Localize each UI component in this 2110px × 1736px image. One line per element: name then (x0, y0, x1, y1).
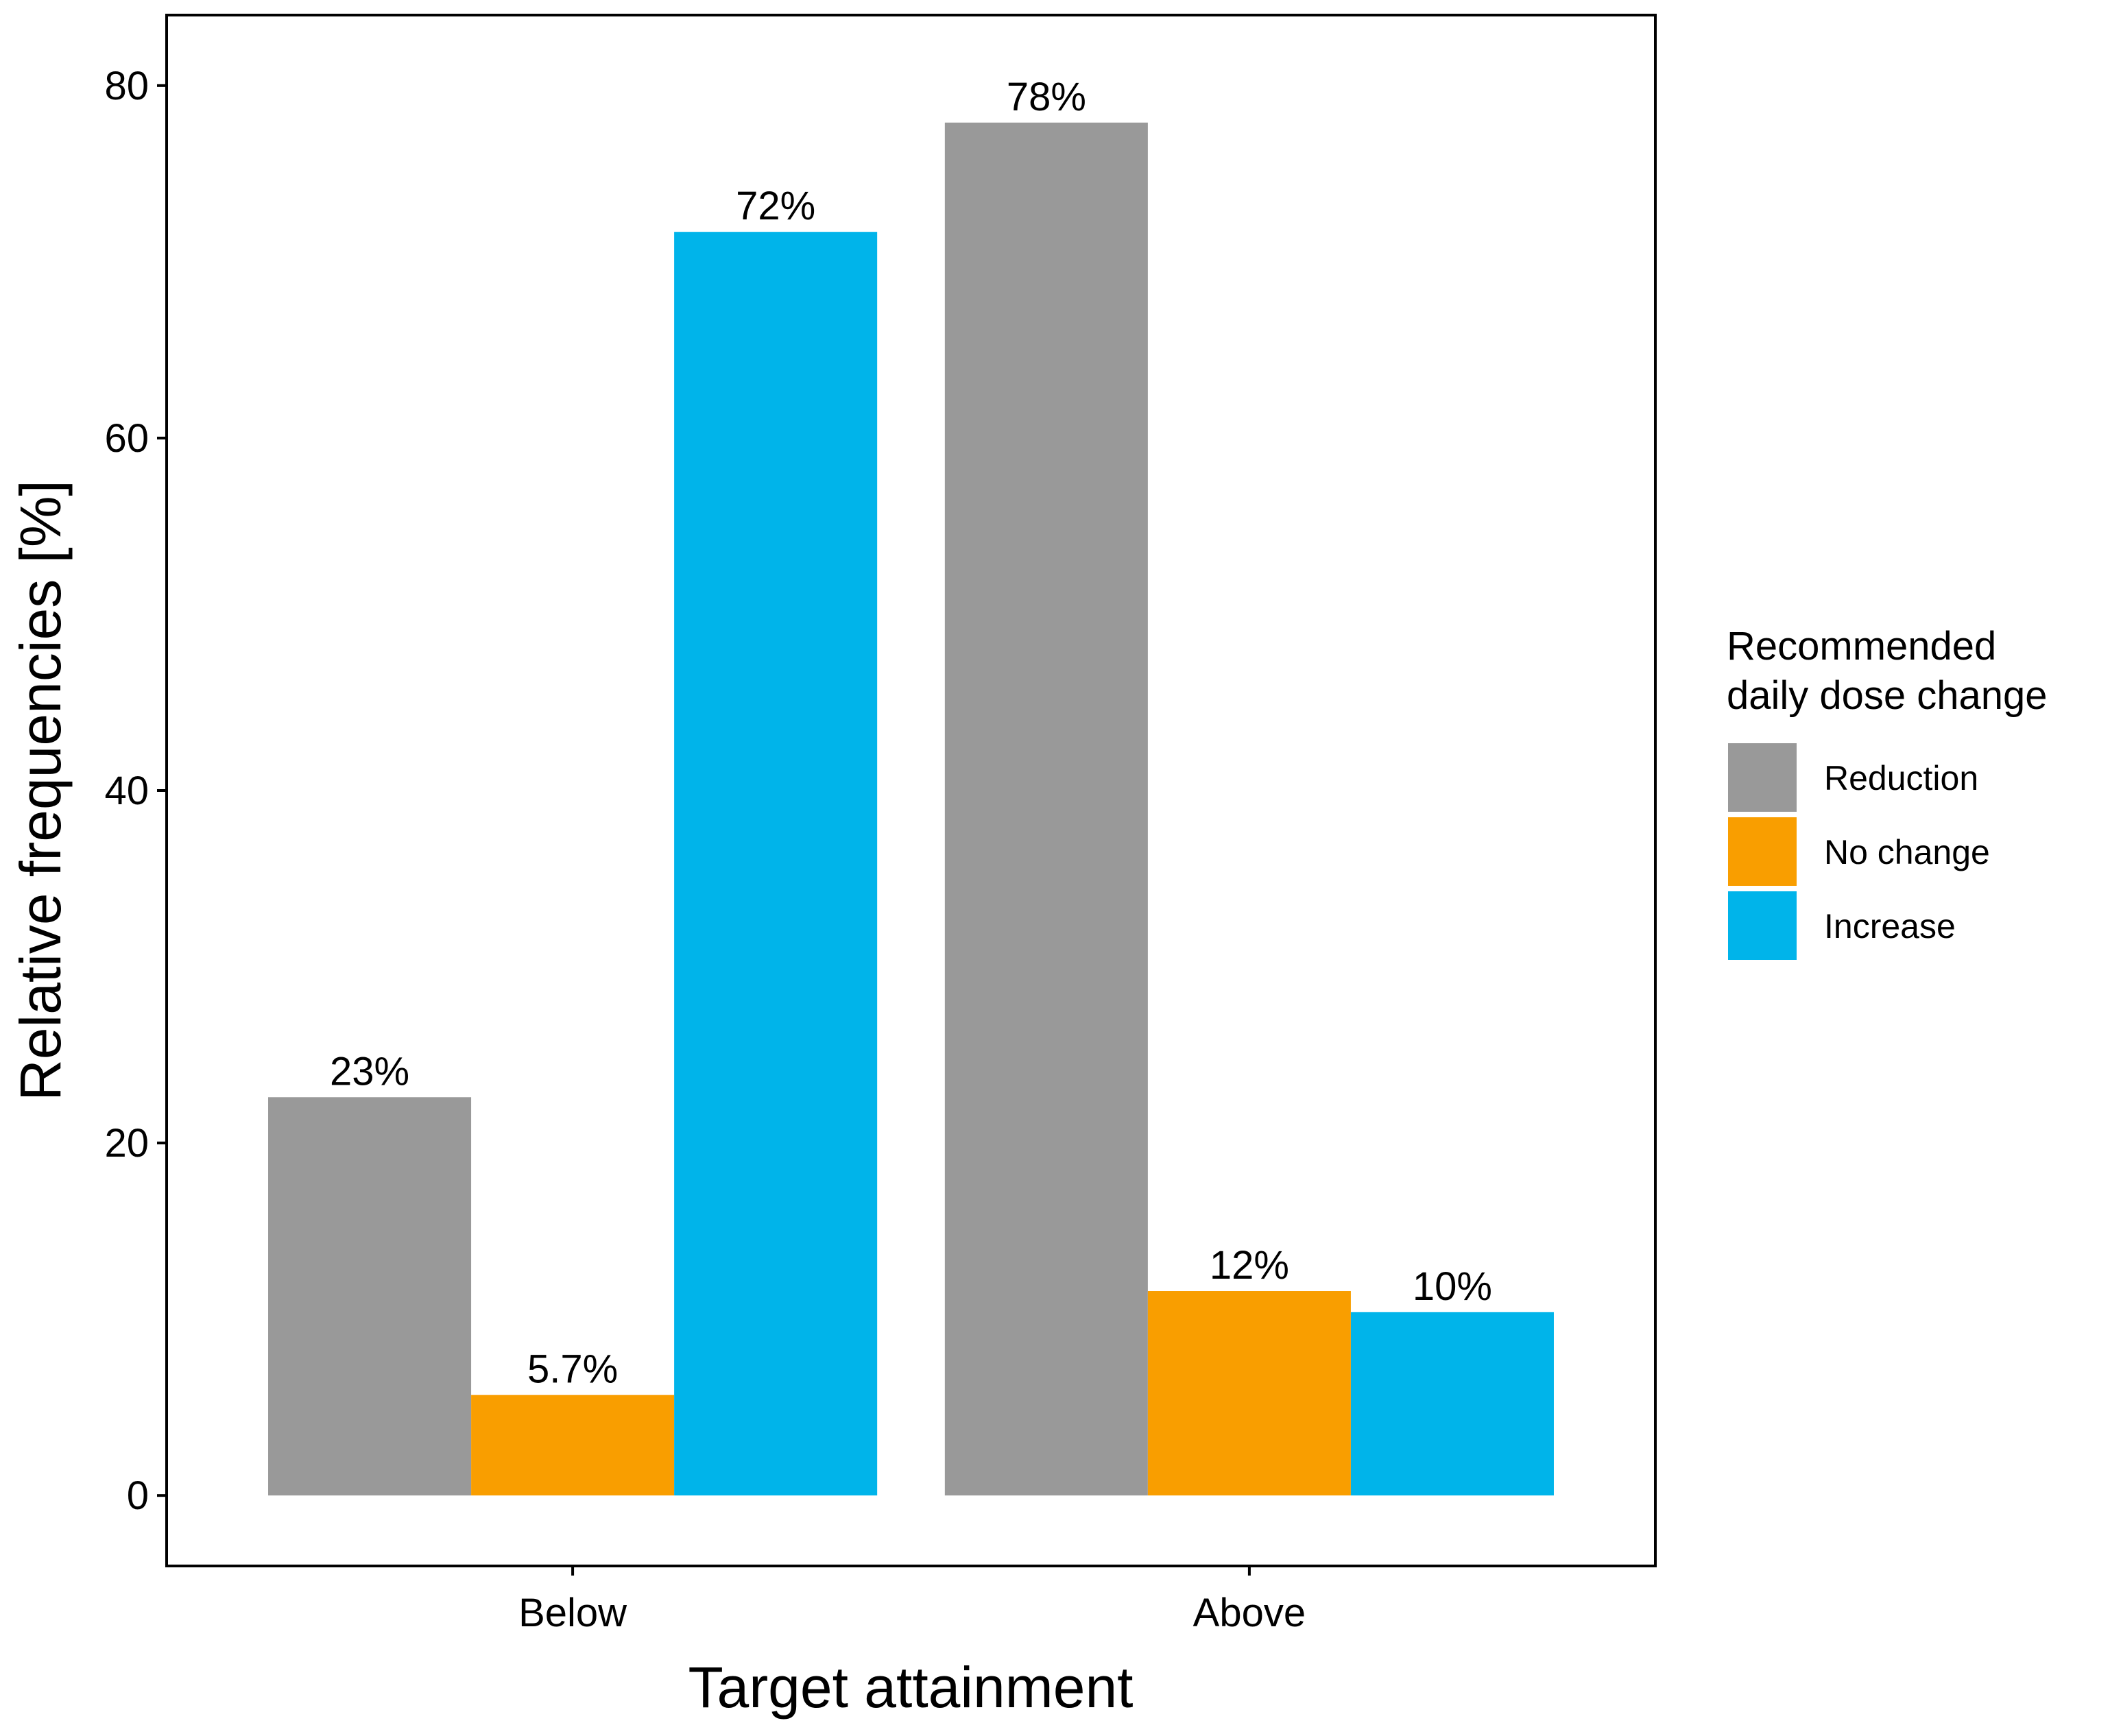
y-axis: 0 20 40 60 80 (104, 64, 167, 1518)
x-tick-label-below: Below (518, 1591, 627, 1635)
legend-key-increase (1728, 891, 1797, 960)
legend-items: Reduction No change Increase (1728, 743, 1990, 960)
y-tick-label: 80 (104, 64, 149, 108)
x-axis-title: Target attainment (688, 1655, 1133, 1720)
legend-label-no-change: No change (1824, 833, 1990, 871)
legend-key-no-change (1728, 817, 1797, 886)
data-label-above-increase: 10% (1413, 1264, 1492, 1309)
data-label-above-no-change: 12% (1210, 1243, 1289, 1288)
legend-label-increase: Increase (1824, 907, 1956, 945)
bars-group (268, 122, 1554, 1496)
bar-below-increase (674, 232, 878, 1496)
data-label-above-reduction: 78% (1007, 75, 1086, 119)
legend-title-line1: Recommended (1727, 624, 1996, 668)
data-label-below-no-change: 5.7% (527, 1347, 618, 1392)
y-axis-title: Relative frequencies [%] (8, 480, 73, 1101)
bar-above-no-change (1147, 1291, 1351, 1496)
legend-key-reduction (1728, 743, 1797, 812)
legend-label-reduction: Reduction (1824, 759, 1978, 797)
x-axis: Below Above (518, 1566, 1306, 1635)
y-tick-label: 40 (104, 769, 149, 813)
data-label-below-increase: 72% (736, 184, 815, 228)
bar-below-reduction (268, 1097, 472, 1496)
legend: Recommended daily dose change Reduction N… (1727, 624, 2048, 960)
y-tick-label: 0 (127, 1473, 149, 1518)
data-labels-group: 23% 5.7% 72% 78% 12% 10% (330, 75, 1492, 1392)
y-tick-label: 20 (104, 1121, 149, 1166)
x-tick-label-above: Above (1193, 1591, 1306, 1635)
data-label-below-reduction: 23% (330, 1049, 409, 1094)
legend-title-line2: daily dose change (1727, 673, 2048, 718)
y-tick-label: 60 (104, 416, 149, 461)
bar-above-reduction (944, 122, 1148, 1496)
bar-above-increase (1350, 1312, 1554, 1496)
bar-below-no-change (471, 1395, 675, 1496)
